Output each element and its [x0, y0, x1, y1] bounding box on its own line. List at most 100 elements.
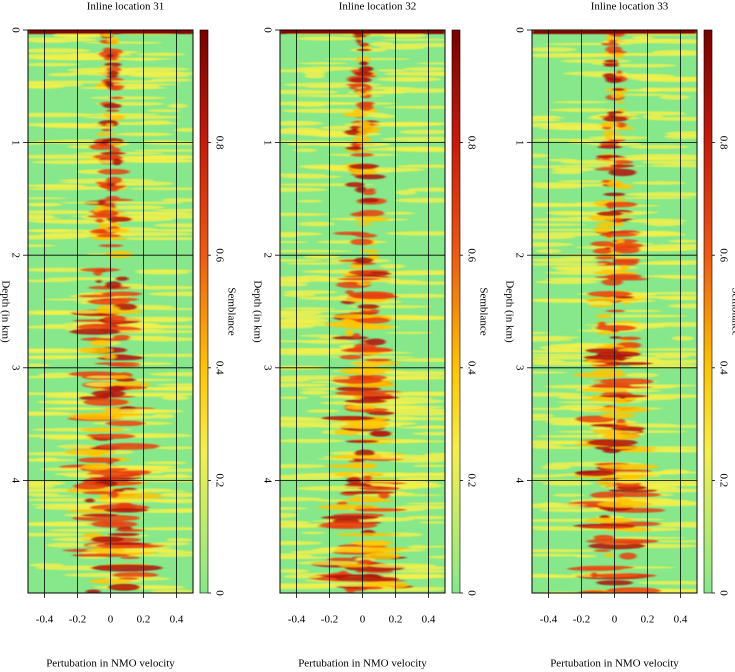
texture-core: [614, 100, 625, 104]
texture-band: [641, 160, 697, 165]
texture-core: [96, 354, 144, 361]
texture-core: [112, 335, 131, 340]
colorbar-tick-label: 0.2: [717, 474, 729, 488]
texture-core: [357, 42, 369, 46]
texture-band: [45, 542, 89, 548]
texture-core: [587, 291, 633, 297]
texture-core: [335, 390, 378, 396]
texture-band: [84, 113, 160, 116]
texture-band: [532, 413, 555, 418]
texture-band: [404, 515, 445, 520]
texture-band: [539, 122, 598, 127]
texture-core: [354, 540, 393, 547]
texture-band: [280, 320, 325, 323]
texture-core: [590, 573, 657, 578]
texture-band: [280, 464, 329, 469]
texture-core: [358, 120, 370, 128]
y-tick-label: 4: [261, 478, 273, 484]
semblance-texture: [532, 30, 697, 593]
texture-core: [105, 176, 123, 184]
texture-band: [383, 88, 445, 93]
texture-band: [28, 85, 61, 89]
texture-core: [106, 36, 119, 44]
texture-core: [577, 590, 610, 593]
texture-core: [602, 116, 629, 122]
texture-band: [532, 53, 615, 58]
texture-core: [368, 411, 395, 416]
texture-band: [28, 37, 98, 43]
texture-band: [532, 262, 608, 266]
texture-band: [114, 237, 193, 241]
texture-core: [343, 112, 369, 117]
texture-core: [605, 273, 642, 279]
texture-core: [106, 228, 129, 233]
texture-core: [609, 336, 622, 339]
texture-core: [108, 491, 119, 499]
x-axis-label: Pertubation in NMO velocity: [298, 658, 427, 670]
texture-band: [532, 223, 588, 226]
texture-core: [354, 449, 376, 457]
texture-core: [364, 85, 373, 91]
texture-core: [105, 420, 146, 427]
texture-core: [595, 325, 637, 332]
texture-band: [532, 353, 596, 356]
texture-core: [599, 121, 619, 128]
texture-core: [107, 583, 141, 591]
texture-band: [369, 41, 394, 47]
colorbar: [199, 29, 209, 594]
colorbar-tick-label: 0.6: [717, 248, 729, 262]
texture-band: [280, 249, 353, 253]
texture-core: [344, 399, 388, 404]
texture-band: [532, 138, 613, 142]
texture-core: [103, 542, 146, 546]
texture-core: [356, 209, 385, 217]
texture-core: [321, 416, 375, 421]
texture-band: [141, 307, 193, 311]
texture-band: [67, 125, 116, 129]
texture-core: [605, 88, 613, 92]
texture-core: [111, 572, 159, 578]
texture-band: [153, 223, 193, 228]
texture-band: [280, 416, 316, 420]
texture-band: [103, 80, 168, 83]
texture-band: [280, 351, 351, 356]
texture-band: [280, 375, 358, 380]
texture-band: [375, 398, 445, 404]
texture-core: [583, 517, 635, 524]
y-tick-label: 2: [513, 252, 525, 258]
semblance-texture: [28, 30, 193, 593]
texture-core: [622, 301, 631, 305]
texture-band: [28, 363, 50, 367]
texture-band: [386, 405, 418, 410]
texture-core: [96, 305, 120, 313]
texture-band: [112, 316, 193, 322]
texture-band: [299, 390, 330, 395]
texture-core: [102, 103, 122, 109]
x-tick-label: -0.2: [69, 614, 86, 626]
texture-band: [379, 45, 427, 50]
texture-core: [364, 358, 392, 362]
texture-core: [348, 270, 372, 275]
texture-band: [28, 458, 77, 462]
texture-band: [597, 113, 638, 117]
texture-band: [532, 115, 561, 119]
texture-core: [97, 168, 130, 175]
texture-core: [359, 371, 374, 376]
texture-band: [319, 395, 358, 399]
texture-core: [89, 340, 113, 346]
colorbar-tick-label: 0.6: [465, 248, 477, 262]
panel: Inline location 31 -0.4 -0.2 0 0.2 0.4 0 1 2 3 4 De…: [0, 1, 237, 670]
texture-core: [102, 322, 113, 329]
texture-core: [93, 154, 121, 159]
texture-core: [599, 394, 649, 398]
texture-core: [339, 354, 363, 360]
texture-band: [146, 109, 181, 113]
texture-core: [117, 474, 135, 478]
texture-band: [303, 70, 326, 75]
texture-band: [594, 471, 678, 475]
texture-band: [532, 446, 594, 450]
texture-band: [151, 413, 175, 419]
texture-core: [608, 168, 637, 177]
texture-band: [123, 325, 193, 329]
texture-band: [285, 262, 345, 265]
